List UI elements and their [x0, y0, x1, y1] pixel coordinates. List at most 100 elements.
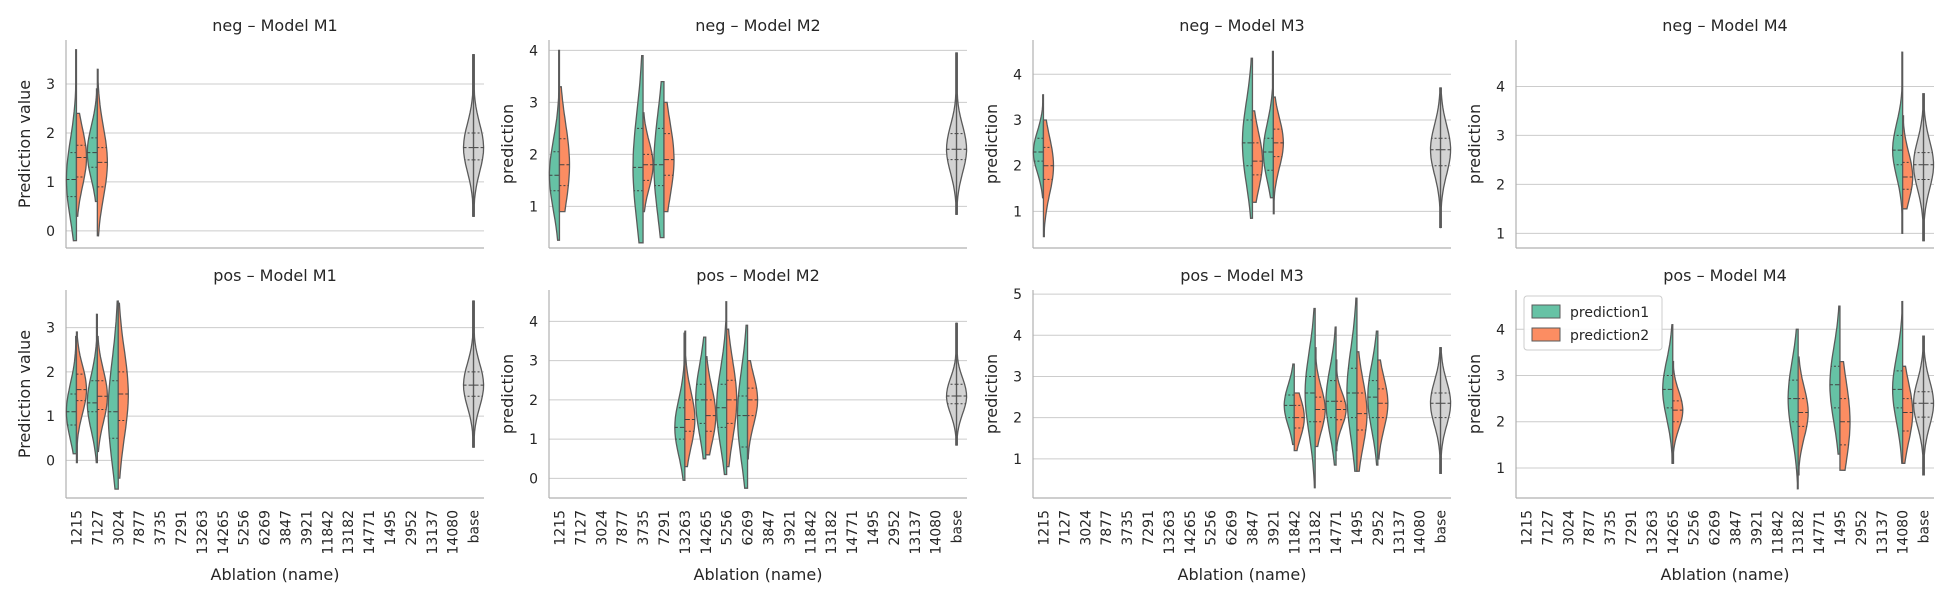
violin-prediction1: [548, 49, 561, 241]
x-tick-label: base: [467, 510, 483, 543]
violin-prediction2: [75, 112, 88, 217]
violin-base-left: [1912, 93, 1925, 242]
x-tick-label: 14771: [1329, 510, 1345, 555]
violin-prediction1: [1787, 328, 1799, 490]
violin-prediction1: [86, 313, 98, 464]
x-tick-label: 6269: [741, 510, 757, 546]
subplot-3: neg – Model M3 1 2 3 4 prediction: [982, 16, 1452, 249]
y-tick-label: 2: [529, 393, 538, 409]
violin-prediction1: [674, 332, 686, 482]
x-tick-label: 2952: [887, 510, 903, 546]
x-tick-label: 13137: [1392, 510, 1408, 555]
violin-prediction1: [1367, 330, 1379, 466]
x-tick-label: 14265: [1666, 510, 1682, 555]
violin-prediction2: [663, 101, 675, 213]
x-tick-label: 11842: [320, 510, 336, 555]
violin-base-right: [1922, 93, 1935, 242]
x-tick-label: 13263: [1645, 510, 1661, 555]
violin-prediction1: [65, 335, 78, 455]
x-tick-label: 7291: [657, 510, 673, 546]
x-tick-label: 3735: [636, 510, 652, 546]
x-tick-label: 14080: [1896, 510, 1912, 555]
violin-prediction1: [1829, 305, 1841, 455]
y-axis-label: Prediction value: [15, 330, 34, 458]
x-tick-label: 3024: [594, 510, 610, 546]
x-tick-label: 3921: [782, 510, 798, 546]
x-tick-label: 13137: [908, 510, 924, 555]
x-tick-label: 3921: [1749, 510, 1765, 546]
x-axis-label: Ablation (name): [694, 565, 823, 584]
x-tick-label: base: [1917, 510, 1933, 543]
y-tick-label: 5: [1013, 287, 1022, 303]
y-tick-label: 2: [46, 365, 55, 381]
x-tick-label: 14080: [446, 510, 462, 555]
y-tick-label: 0: [46, 224, 55, 240]
violin-prediction1: [107, 300, 119, 490]
x-tick-label: 3847: [278, 510, 294, 546]
x-axis-label: Ablation (name): [1178, 565, 1307, 584]
x-tick-label: 3735: [153, 510, 169, 546]
violin-prediction2: [684, 330, 696, 468]
x-tick-label: 11842: [1770, 510, 1786, 555]
violin-prediction1: [736, 324, 749, 489]
y-axis-label: prediction: [498, 104, 517, 184]
y-tick-label: 3: [46, 321, 55, 337]
x-tick-label: 14080: [929, 510, 945, 555]
violin-base-left: [1912, 335, 1925, 476]
subplot-title: pos – Model M2: [696, 266, 820, 285]
violin-prediction1: [1891, 51, 1904, 234]
y-tick-label: 3: [1013, 113, 1022, 129]
violin-base-left: [462, 54, 475, 217]
x-tick-label: 7127: [90, 510, 106, 546]
x-tick-label: 3024: [1561, 510, 1577, 546]
x-tick-label: 7291: [1624, 510, 1640, 546]
subplot-5: pos – Model M1 0 1 2 3 Prediction value 1215 71…: [15, 266, 485, 584]
x-tick-label: 13182: [1308, 510, 1324, 555]
x-tick-label: 1215: [1036, 510, 1052, 546]
violin-prediction2: [1902, 365, 1914, 464]
y-tick-label: 1: [1496, 461, 1505, 477]
violin-prediction1: [1262, 50, 1274, 199]
y-axis-label: prediction: [1465, 354, 1484, 434]
violin-prediction2: [726, 328, 738, 468]
y-tick-label: 3: [529, 95, 538, 111]
y-axis-label: prediction: [1465, 104, 1484, 184]
x-tick-label: 11842: [803, 510, 819, 555]
subplot-title: neg – Model M3: [1179, 16, 1304, 35]
y-axis-label: prediction: [982, 354, 1001, 434]
violin-prediction1: [695, 336, 707, 460]
y-tick-label: 4: [1496, 79, 1505, 95]
subplot-title: neg – Model M2: [695, 16, 820, 35]
violin-prediction2: [1672, 360, 1684, 465]
x-tick-label: 14771: [845, 510, 861, 555]
x-tick-label: 11842: [1287, 510, 1303, 555]
subplot-2: neg – Model M2 1 2 3 4 prediction: [498, 16, 968, 249]
legend-label: prediction2: [1570, 328, 1649, 344]
x-tick-label: 1215: [1519, 510, 1535, 546]
x-tick-label: 7877: [615, 510, 631, 546]
subplot-4: neg – Model M4 1 2 3 4 prediction: [1465, 16, 1935, 249]
x-axis-label: Ablation (name): [1661, 565, 1790, 584]
x-tick-label: 1495: [383, 510, 399, 546]
y-tick-label: 1: [1013, 204, 1022, 220]
y-tick-label: 3: [1496, 369, 1505, 385]
violin-prediction2: [1335, 359, 1347, 452]
y-tick-label: 1: [46, 409, 55, 425]
x-tick-label: 5256: [237, 510, 253, 546]
x-tick-label: 14771: [1812, 510, 1828, 555]
x-tick-label: 13182: [824, 510, 840, 555]
x-tick-label: 7127: [573, 510, 589, 546]
y-axis-label: prediction: [498, 354, 517, 434]
y-tick-label: 2: [1013, 411, 1022, 427]
y-tick-label: 1: [46, 175, 55, 191]
x-tick-label: 13137: [425, 510, 441, 555]
violin-prediction2: [1272, 96, 1285, 215]
violin-prediction2: [1377, 359, 1389, 460]
x-tick-label: 3847: [761, 510, 777, 546]
violin-prediction1: [632, 54, 644, 244]
violin-prediction2: [705, 356, 717, 456]
legend-label: prediction1: [1570, 305, 1649, 321]
x-tick-label: 13182: [341, 510, 357, 555]
y-tick-label: 0: [46, 453, 55, 469]
y-tick-label: 1: [1013, 452, 1022, 468]
